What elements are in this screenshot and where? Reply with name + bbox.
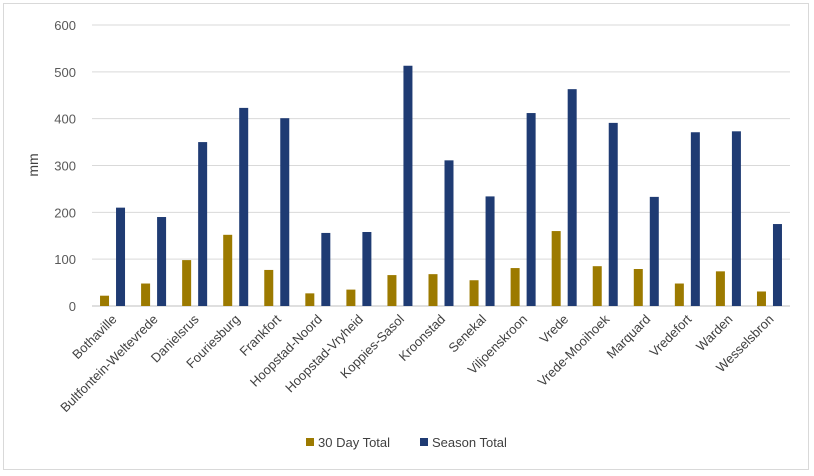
bar-season-total [321, 232, 331, 306]
bar-season-total [608, 122, 618, 306]
y-tick-label: 500 [54, 65, 76, 80]
legend: 30 Day Total Season Total [306, 435, 507, 450]
bar-30-day-total [141, 283, 151, 306]
bar-30-day-total [100, 295, 110, 306]
y-tick-label: 100 [54, 252, 76, 267]
bar-season-total [116, 207, 126, 306]
bar-30-day-total [346, 289, 356, 306]
y-axis-label: mm [25, 153, 41, 176]
bar-30-day-total [715, 271, 725, 306]
x-tick-label: Marquard [603, 312, 653, 362]
bar-season-total [649, 196, 659, 306]
bar-season-total [239, 107, 249, 307]
legend-label: 30 Day Total [318, 435, 390, 450]
bar-season-total [362, 232, 372, 306]
bar-season-total [280, 118, 290, 306]
y-tick-label: 600 [54, 18, 76, 33]
bar-30-day-total [674, 283, 684, 306]
bar-season-total [444, 160, 454, 306]
bar-30-day-total [305, 293, 315, 306]
bar-30-day-total [182, 260, 192, 306]
bar-season-total [772, 224, 782, 306]
bar-season-total [567, 89, 577, 306]
y-tick-label: 300 [54, 159, 76, 174]
bar-30-day-total [469, 280, 479, 306]
bar-season-total [403, 65, 413, 307]
bar-30-day-total [756, 291, 766, 306]
x-tick-label: Hoopstad-Noord [247, 312, 325, 390]
bar-30-day-total [551, 231, 561, 306]
y-axis-ticks: 0 100 200 300 400 500 600 [54, 18, 76, 314]
y-tick-label: 0 [69, 299, 76, 314]
x-tick-label: Vrede-Mooihoek [535, 311, 613, 389]
bar-30-day-total [223, 234, 233, 306]
bar-30-day-total [387, 275, 397, 306]
bar-season-total [485, 196, 495, 306]
bar-30-day-total [264, 269, 274, 306]
bars [100, 65, 782, 307]
x-tick-label: Vrede [536, 312, 571, 347]
y-tick-label: 200 [54, 205, 76, 220]
bar-30-day-total [510, 268, 520, 306]
bar-season-total [157, 217, 167, 306]
legend-label: Season Total [432, 435, 507, 450]
bar-season-total [198, 142, 208, 306]
bar-season-total [690, 132, 700, 306]
x-axis-category-labels: BothavilleBultfontein-WeltevredeDanielsr… [57, 311, 776, 415]
bar-season-total [731, 131, 741, 306]
bar-30-day-total [428, 274, 438, 306]
gridlines [92, 24, 790, 307]
legend-swatch [306, 438, 314, 446]
bar-season-total [526, 113, 536, 307]
bar-30-day-total [633, 269, 643, 306]
legend-swatch [420, 438, 428, 446]
x-tick-label: Vredefort [646, 311, 694, 359]
y-tick-label: 400 [54, 112, 76, 127]
bar-30-day-total [592, 266, 602, 306]
